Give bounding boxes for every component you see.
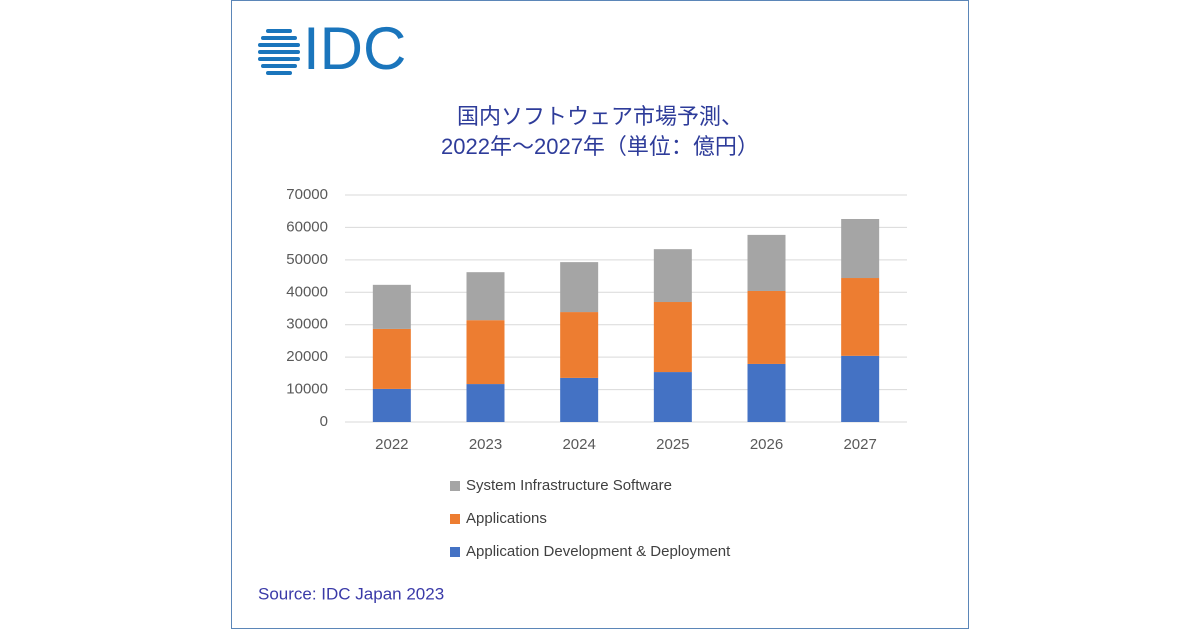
y-tick-label: 60000	[286, 218, 328, 235]
legend-label: Applications	[466, 510, 547, 527]
y-tick-label: 30000	[286, 316, 328, 333]
y-tick-label: 50000	[286, 251, 328, 268]
bar-segment	[560, 312, 599, 378]
bar-segment	[560, 377, 599, 422]
bar-segment	[372, 284, 411, 329]
bar-segment	[747, 234, 786, 291]
legend-label: System Infrastructure Software	[466, 477, 672, 494]
x-tick-label: 2027	[843, 436, 876, 453]
bar-segment	[653, 372, 692, 422]
bar-segment	[841, 278, 880, 356]
bar-segment	[466, 320, 505, 385]
x-tick-label: 2022	[375, 436, 408, 453]
source: Source: IDC Japan 2023	[258, 584, 444, 603]
bar-segment	[747, 290, 786, 364]
bar-segment	[841, 355, 880, 422]
legend-swatch	[450, 514, 460, 524]
y-tick-label: 0	[320, 413, 328, 430]
y-tick-label: 70000	[286, 186, 328, 203]
bar-segment	[560, 262, 599, 313]
bar-segment	[841, 218, 880, 279]
x-tick-label: 2025	[656, 436, 689, 453]
bar-segment	[653, 302, 692, 373]
bar-segment	[466, 272, 505, 321]
x-tick-label: 2026	[750, 436, 783, 453]
x-tick-label: 2023	[469, 436, 502, 453]
bar-segment	[747, 363, 786, 422]
legend-label: Application Development & Deployment	[466, 543, 731, 560]
bar-segment	[372, 328, 411, 389]
chart-title: 国内ソフトウェア市場予測、	[457, 104, 743, 129]
bar-segment	[466, 384, 505, 422]
y-tick-label: 40000	[286, 283, 328, 300]
y-tick-label: 20000	[286, 348, 328, 365]
logo-mark	[258, 29, 300, 75]
legend-swatch	[450, 481, 460, 491]
chart-title: 2022年～2027年（単位：億円）	[441, 134, 759, 159]
legend-swatch	[450, 547, 460, 557]
x-tick-label: 2024	[562, 436, 595, 453]
logo-text: IDC	[303, 15, 406, 82]
y-tick-label: 10000	[286, 381, 328, 398]
bar-segment	[372, 388, 411, 422]
bar-segment	[653, 249, 692, 303]
